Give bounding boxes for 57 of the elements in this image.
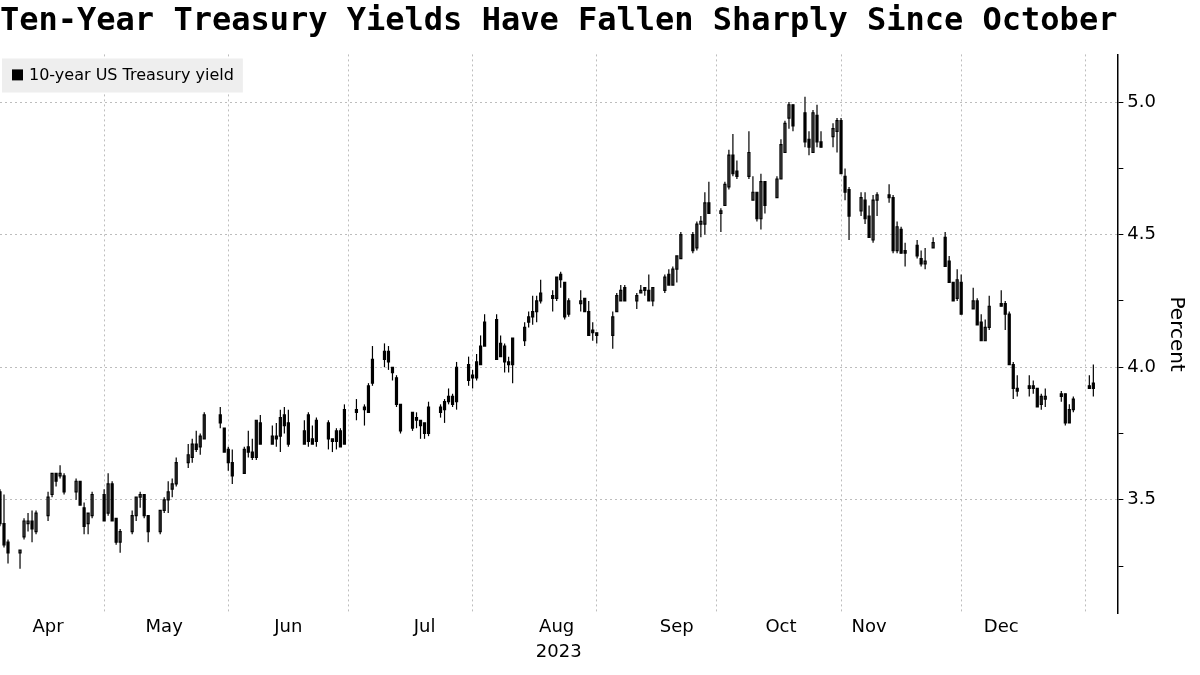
x-tick-label: Dec <box>983 615 1019 637</box>
candlestick <box>579 289 583 313</box>
candlestick <box>314 417 318 448</box>
x-tick-label: Sep <box>659 615 694 637</box>
candlestick <box>1043 387 1047 408</box>
y-tick-label: 4.0 <box>1127 354 1157 376</box>
candlestick <box>555 276 559 302</box>
candlestick <box>382 342 387 368</box>
candlestick <box>278 409 282 453</box>
candlestick <box>531 295 535 326</box>
x-tick-label: Jun <box>273 615 303 637</box>
y-tick-label: 4.5 <box>1127 222 1157 244</box>
x-tick-label: Oct <box>765 615 797 637</box>
candlestick <box>719 207 723 233</box>
x-tick-label: Nov <box>851 615 887 637</box>
candlestick <box>831 122 835 148</box>
chart-title: Ten-Year Treasury Yields Have Fallen Sharply Since October <box>0 0 1118 38</box>
y-axis-title: Percent <box>1165 296 1190 372</box>
candlestick <box>759 173 763 230</box>
candlestick <box>166 480 170 514</box>
candlestick <box>703 191 707 236</box>
candlestick <box>366 382 371 413</box>
candlestick <box>442 398 447 424</box>
candlestick <box>454 361 459 411</box>
candlestick <box>871 194 875 244</box>
candlestick <box>651 287 655 307</box>
candlestick <box>242 446 246 474</box>
candlestick <box>426 401 431 437</box>
x-tick-label: Aug <box>539 615 575 637</box>
x-tick-label: Apr <box>32 615 65 637</box>
candlestick <box>186 443 190 469</box>
candlestick <box>535 295 539 323</box>
candlestick <box>523 321 527 347</box>
candlestick <box>370 345 375 387</box>
y-tick-label: 3.5 <box>1127 487 1157 509</box>
candlestick <box>22 517 26 541</box>
candlestick <box>923 247 927 270</box>
candlestick <box>611 310 615 350</box>
candlestick <box>410 411 415 432</box>
y-tick-label: 5.0 <box>1127 89 1157 111</box>
candlestick <box>342 403 347 445</box>
candlestick <box>354 398 359 421</box>
candlestick <box>254 419 258 461</box>
candlestick <box>334 427 339 451</box>
x-tick-label: Jul <box>412 615 436 637</box>
x-axis-title: 2023 <box>535 639 582 661</box>
candlestick <box>615 292 619 313</box>
candlestick <box>18 549 22 570</box>
candlestick <box>811 109 815 154</box>
candlestick <box>174 456 178 488</box>
legend-label: 10-year US Treasury yield <box>29 64 234 84</box>
candlestick <box>190 438 194 464</box>
candlestick <box>695 220 699 252</box>
x-tick-label: May <box>145 615 184 637</box>
candlestick <box>663 273 667 294</box>
candlestick <box>511 337 515 384</box>
candlestick <box>270 424 274 445</box>
